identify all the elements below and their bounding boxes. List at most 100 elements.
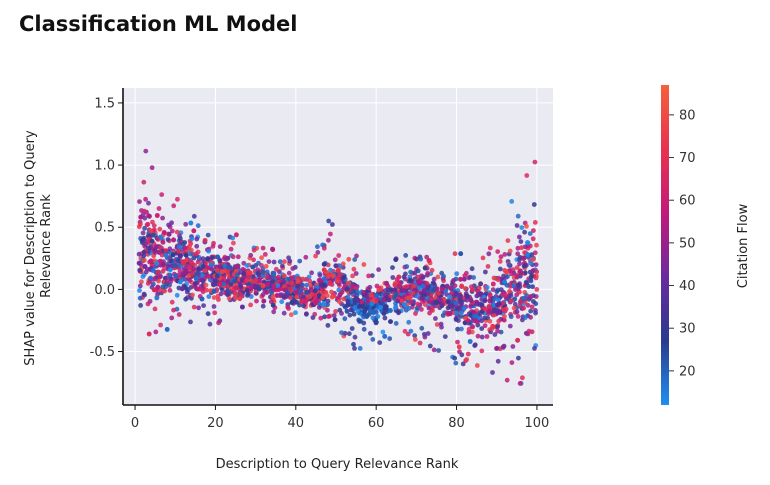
data-point xyxy=(361,262,367,267)
data-point xyxy=(464,357,470,362)
data-point xyxy=(455,339,460,345)
data-point xyxy=(178,264,184,269)
data-point xyxy=(528,294,533,299)
data-point xyxy=(383,304,388,309)
data-point xyxy=(210,243,216,249)
data-point xyxy=(188,259,194,264)
data-point xyxy=(368,331,373,336)
data-point xyxy=(456,344,462,350)
data-point xyxy=(259,255,264,261)
data-point xyxy=(188,319,193,325)
data-point xyxy=(347,312,353,318)
data-point xyxy=(382,315,388,321)
data-point xyxy=(525,252,530,257)
data-point xyxy=(136,224,142,230)
data-point xyxy=(453,317,459,322)
data-point xyxy=(390,265,395,270)
colorbar-label: Citation Flow xyxy=(736,203,751,288)
data-point xyxy=(176,258,181,264)
data-point xyxy=(354,253,359,259)
data-point xyxy=(217,258,223,264)
data-point xyxy=(279,299,285,305)
colorbar-tick-label: 30 xyxy=(679,322,696,337)
data-point xyxy=(515,245,521,251)
data-point xyxy=(170,252,176,258)
data-point xyxy=(402,302,407,307)
colorbar-tick-label: 20 xyxy=(679,364,696,379)
data-point xyxy=(328,231,333,237)
data-point xyxy=(524,280,530,286)
data-point xyxy=(528,314,533,320)
data-point xyxy=(180,241,186,247)
data-point xyxy=(340,276,346,281)
data-point xyxy=(526,284,532,289)
data-point xyxy=(260,283,266,288)
data-point xyxy=(521,263,527,269)
data-point xyxy=(329,289,334,295)
data-point xyxy=(307,278,313,284)
data-point xyxy=(491,275,497,281)
data-point xyxy=(344,286,350,292)
data-point xyxy=(295,283,300,289)
data-point xyxy=(529,252,535,257)
data-point xyxy=(205,232,211,238)
data-point xyxy=(177,233,182,239)
data-point xyxy=(191,213,197,219)
data-point xyxy=(417,340,423,346)
data-point xyxy=(196,267,202,273)
data-point xyxy=(495,358,501,364)
data-point xyxy=(187,265,193,271)
data-point xyxy=(335,275,341,280)
data-point xyxy=(425,271,430,276)
data-point xyxy=(447,294,452,300)
data-point xyxy=(482,315,487,321)
data-point xyxy=(183,252,189,258)
data-point xyxy=(472,318,478,324)
data-point xyxy=(205,256,210,262)
data-point xyxy=(142,264,148,269)
data-point xyxy=(214,273,220,279)
data-point xyxy=(458,251,464,257)
data-point xyxy=(189,236,195,242)
data-point xyxy=(252,284,258,289)
data-point xyxy=(202,238,208,243)
data-point xyxy=(420,295,425,301)
data-point xyxy=(381,297,387,302)
data-point xyxy=(487,245,493,251)
data-point xyxy=(265,282,271,287)
data-point xyxy=(346,280,351,286)
data-point xyxy=(248,302,254,308)
data-point xyxy=(336,299,342,304)
data-point xyxy=(462,286,468,291)
data-point xyxy=(395,298,401,304)
data-point xyxy=(173,273,179,279)
data-point xyxy=(502,252,508,257)
data-point xyxy=(452,355,458,361)
data-point xyxy=(179,286,185,292)
x-axis-ticks: 0 20 40 60 80 100 xyxy=(131,405,549,431)
data-point xyxy=(406,295,412,301)
data-point xyxy=(400,288,406,293)
data-point xyxy=(182,245,188,251)
y-axis-label-line-2: Relevance Rank xyxy=(39,194,54,298)
data-point xyxy=(307,294,313,300)
data-point xyxy=(352,257,358,262)
x-tick-label: 0 xyxy=(131,416,139,431)
data-point xyxy=(161,288,167,293)
data-point xyxy=(325,293,330,299)
data-point xyxy=(491,312,497,318)
data-point xyxy=(293,310,298,316)
data-point xyxy=(346,331,352,337)
data-point xyxy=(496,318,502,324)
data-point xyxy=(206,248,212,254)
data-point xyxy=(332,257,338,263)
data-point xyxy=(254,298,259,304)
data-point xyxy=(277,259,283,265)
data-point xyxy=(430,280,436,286)
data-point xyxy=(459,283,465,289)
data-point xyxy=(396,274,402,280)
data-point xyxy=(195,286,201,292)
data-point xyxy=(196,305,202,311)
data-point xyxy=(203,282,209,288)
data-point xyxy=(518,298,524,304)
